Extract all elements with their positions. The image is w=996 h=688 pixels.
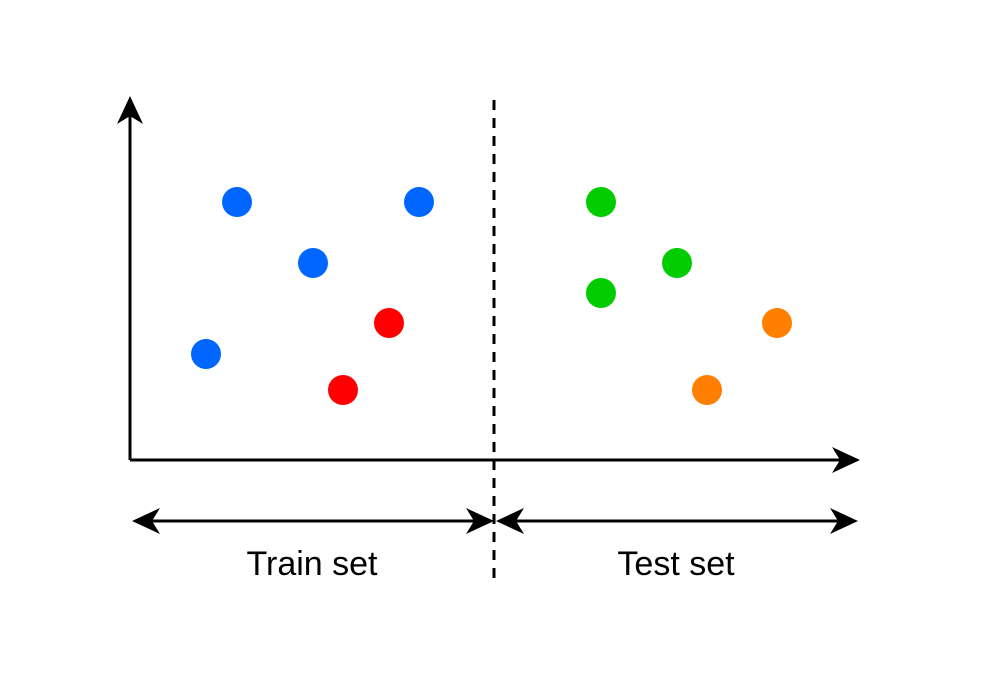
blue-dot <box>222 187 252 217</box>
red-dot <box>328 375 358 405</box>
orange-dot <box>692 375 722 405</box>
train-points <box>191 187 434 405</box>
y-axis-arrowhead <box>117 96 143 124</box>
green-dot <box>586 187 616 217</box>
blue-dot <box>404 187 434 217</box>
blue-dot <box>191 339 221 369</box>
green-dot <box>586 278 616 308</box>
arrowhead <box>830 508 858 534</box>
train-label: Train set <box>246 545 378 583</box>
green-dot <box>662 248 692 278</box>
test-label: Test set <box>617 545 735 583</box>
test-points <box>586 187 792 405</box>
arrowhead <box>466 508 494 534</box>
arrowhead <box>496 508 524 534</box>
x-axis-arrowhead <box>832 447 860 473</box>
arrowhead <box>132 508 160 534</box>
blue-dot <box>298 248 328 278</box>
red-dot <box>374 308 404 338</box>
orange-dot <box>762 308 792 338</box>
